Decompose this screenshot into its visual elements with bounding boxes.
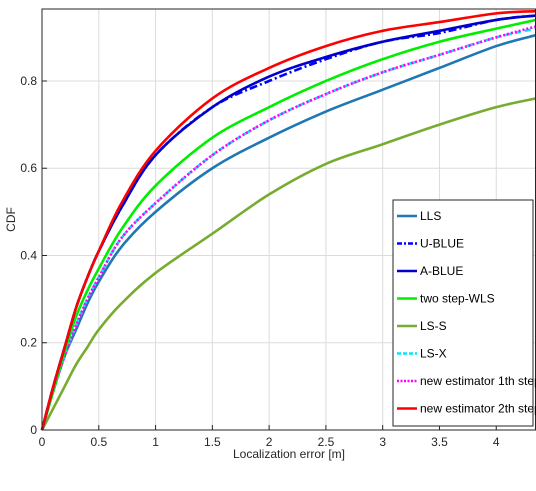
x-tick-label: 3.5 xyxy=(431,435,448,449)
axis-ticks: 0 0.5 1 1.5 2 2.5 3 3.5 4 0 0.2 0.4 0.6 0.8 xyxy=(20,74,500,449)
y-tick-label: 0.4 xyxy=(20,248,37,262)
series-line-ls-s xyxy=(40,97,536,431)
x-tick-label: 4 xyxy=(493,435,500,449)
legend-label: LS-S xyxy=(420,319,447,333)
series-line-lls xyxy=(40,33,536,431)
legend-label: U-BLUE xyxy=(420,237,464,251)
x-tick-label: 0 xyxy=(39,435,46,449)
legend-box xyxy=(392,199,534,427)
y-tick-label: 0 xyxy=(30,423,37,437)
y-tick-label: 0.2 xyxy=(20,336,37,350)
x-tick-label: 2 xyxy=(266,435,273,449)
x-tick-label: 0.5 xyxy=(90,435,107,449)
y-tick-label: 0.8 xyxy=(20,74,37,88)
y-tick-label: 0.6 xyxy=(20,161,37,175)
legend-label: new estimator 1th step xyxy=(420,374,536,388)
x-tick-label: 1.5 xyxy=(204,435,221,449)
series-line-new-estimator-2th-step xyxy=(40,9,536,431)
legend-label: LS-X xyxy=(420,347,447,361)
x-axis-label: Localization error [m] xyxy=(233,447,345,461)
series-lines xyxy=(40,9,536,431)
y-axis-label: CDF xyxy=(4,207,18,232)
legend-label: LLS xyxy=(420,209,441,223)
legend-label: A-BLUE xyxy=(420,264,463,278)
x-tick-label: 2.5 xyxy=(318,435,335,449)
x-tick-label: 1 xyxy=(152,435,159,449)
legend-label: two step-WLS xyxy=(420,292,495,306)
x-tick-label: 3 xyxy=(379,435,386,449)
legend-label: new estimator 2th step xyxy=(420,402,536,416)
series-line-two-step-wls xyxy=(40,18,536,431)
series-line-new-estimator-1th-step xyxy=(40,25,536,431)
legend: LLS U-BLUE A-BLUE two step-WLS LS-S LS-X new e… xyxy=(392,199,536,427)
